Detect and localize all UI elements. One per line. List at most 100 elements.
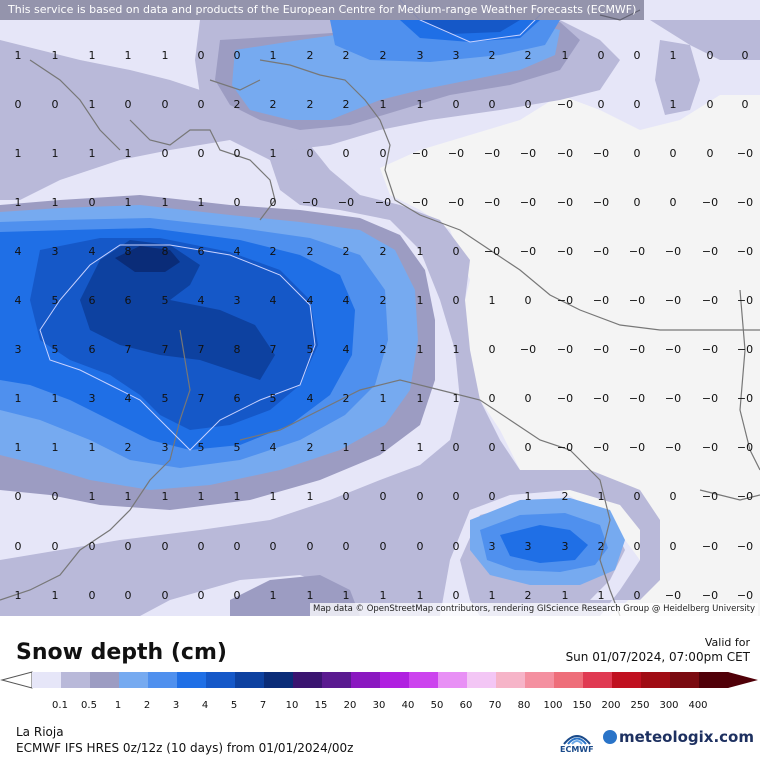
legend-swatch: [467, 672, 497, 688]
grid-value: 0: [234, 49, 241, 62]
grid-value: 1: [52, 589, 59, 602]
grid-value: 4: [89, 245, 96, 258]
legend-label: 100: [543, 700, 562, 711]
grid-value: 1: [89, 98, 96, 111]
grid-value: 0: [453, 245, 460, 258]
grid-value: 0: [125, 540, 132, 553]
grid-value: −0: [557, 245, 573, 258]
grid-value: 0: [162, 540, 169, 553]
legend-swatch: [409, 672, 439, 688]
meteologix-logo[interactable]: meteologix.com: [603, 728, 754, 746]
grid-value: 1: [417, 294, 424, 307]
grid-value: −0: [557, 441, 573, 454]
globe-icon: [603, 730, 617, 744]
grid-value: 1: [125, 147, 132, 160]
snow-depth-map[interactable]: 1 1 1 1 1 0 0 1 2 2 2 3 3 2 2 1 0 0 1 0 0 0 0 1 0 0 0 2 2 2 2 1 1 0 0 0 −0 0 0…: [0, 0, 760, 616]
grid-value: 2: [307, 441, 314, 454]
legend-swatch: [525, 672, 555, 688]
grid-value: −0: [665, 245, 681, 258]
grid-value: 2: [562, 490, 569, 503]
grid-value: 1: [562, 49, 569, 62]
legend-label: 50: [431, 700, 444, 711]
grid-value: 0: [270, 196, 277, 209]
legend-swatch: [322, 672, 352, 688]
grid-value: 5: [52, 294, 59, 307]
grid-value: −0: [737, 294, 753, 307]
grid-value: −0: [702, 589, 718, 602]
grid-value: 1: [417, 392, 424, 405]
ecmwf-logo-text: ECMWF: [560, 745, 594, 754]
grid-value: 6: [234, 392, 241, 405]
grid-value: 1: [307, 490, 314, 503]
legend-swatch: [264, 672, 294, 688]
grid-value: −0: [702, 245, 718, 258]
grid-value: 8: [162, 245, 169, 258]
snow-band-0.5: [0, 40, 660, 616]
grid-value: 0: [634, 490, 641, 503]
grid-value: −0: [593, 147, 609, 160]
legend-swatch: [235, 672, 265, 688]
grid-value: 0: [125, 98, 132, 111]
grid-value: −0: [520, 147, 536, 160]
grid-value: −0: [520, 343, 536, 356]
grid-value: 1: [15, 589, 22, 602]
grid-value: 0: [52, 98, 59, 111]
grid-value: 0: [15, 490, 22, 503]
legend-labels: 0.1 0.5 1 2 3 4 5 7 10 15 20 30 40 50 60 70 80 100 150 200 2…: [52, 700, 708, 711]
grid-value: 4: [270, 441, 277, 454]
legend-swatch: [438, 672, 468, 688]
grid-value: 2: [380, 49, 387, 62]
map-attribution[interactable]: Map data © OpenStreetMap contributors, r…: [310, 603, 758, 616]
legend-swatch: [583, 672, 613, 688]
grid-value: 1: [562, 589, 569, 602]
legend-label: 20: [344, 700, 357, 711]
legend-label: 5: [231, 700, 237, 711]
grid-value: 1: [234, 490, 241, 503]
legend-label: 300: [659, 700, 678, 711]
grid-value: 4: [307, 392, 314, 405]
grid-value: 0: [89, 196, 96, 209]
grid-value-labels: 1 1 1 1 1 0 0 1 2 2 2 3 3 2 2 1 0 0 1 0 0 0 0 1 0 0 0 2 2 2 2 1 1 0 0 0 −0 0 0…: [15, 49, 754, 602]
grid-value: 0: [634, 98, 641, 111]
grid-value: 2: [343, 49, 350, 62]
grid-value: 0: [742, 98, 749, 111]
grid-value: 8: [125, 245, 132, 258]
grid-value: 0: [525, 98, 532, 111]
grid-value: 2: [380, 343, 387, 356]
grid-value: −0: [629, 294, 645, 307]
grid-value: 1: [380, 589, 387, 602]
grid-value: −0: [484, 245, 500, 258]
grid-value: 0: [198, 98, 205, 111]
grid-value: 1: [417, 245, 424, 258]
grid-value: 2: [380, 294, 387, 307]
legend-label: 200: [601, 700, 620, 711]
grid-value: −0: [520, 196, 536, 209]
legend-label: 15: [315, 700, 328, 711]
grid-value: −0: [629, 343, 645, 356]
grid-value: 2: [307, 98, 314, 111]
grid-value: 1: [343, 441, 350, 454]
ecmwf-notice-banner: This service is based on data and produc…: [0, 0, 645, 20]
grid-value: 1: [453, 343, 460, 356]
grid-value: −0: [338, 196, 354, 209]
grid-value: 0: [453, 540, 460, 553]
grid-value: 6: [89, 294, 96, 307]
ecmwf-logo-icon[interactable]: [560, 728, 594, 756]
legend-swatch: [206, 672, 236, 688]
grid-value: 1: [52, 392, 59, 405]
grid-value: 0: [670, 196, 677, 209]
grid-value: 0: [234, 540, 241, 553]
grid-value: 0: [198, 147, 205, 160]
grid-value: −0: [375, 196, 391, 209]
grid-value: 3: [15, 343, 22, 356]
grid-value: 5: [162, 294, 169, 307]
legend-swatch: [61, 672, 91, 688]
grid-value: −0: [702, 294, 718, 307]
grid-value: −0: [593, 392, 609, 405]
grid-value: 5: [270, 392, 277, 405]
grid-value: −0: [557, 147, 573, 160]
grid-value: 1: [198, 196, 205, 209]
grid-value: 1: [417, 441, 424, 454]
grid-value: 0: [234, 589, 241, 602]
grid-value: −0: [448, 196, 464, 209]
